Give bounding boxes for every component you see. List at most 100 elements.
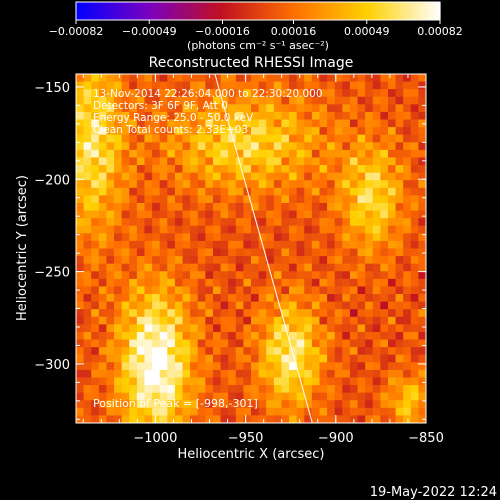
heatmap-cell — [380, 202, 389, 212]
heatmap-cell — [365, 407, 374, 416]
heatmap-cell — [319, 407, 328, 416]
heatmap-cell — [228, 400, 237, 409]
heatmap-cell — [372, 248, 381, 257]
colorbar-cell — [379, 2, 383, 20]
heatmap-cell — [319, 195, 328, 204]
heatmap-cell — [174, 172, 184, 181]
colorbar-cell — [300, 2, 305, 20]
heatmap-cell — [76, 218, 85, 227]
heatmap-cell — [357, 81, 366, 90]
heatmap-cell — [121, 385, 130, 394]
heatmap-cell — [129, 256, 138, 265]
heatmap-cell — [98, 362, 107, 371]
heatmap-cell — [395, 210, 404, 219]
heatmap-cell — [129, 301, 138, 310]
heatmap-cell — [129, 278, 138, 287]
heatmap-cell — [334, 89, 343, 98]
heatmap-cell — [136, 74, 145, 83]
heatmap-cell — [114, 111, 123, 121]
heatmap-cell — [258, 233, 267, 242]
heatmap-cell — [273, 407, 282, 416]
heatmap-cell — [319, 263, 328, 272]
heatmap-cell — [304, 81, 313, 90]
heatmap-cell — [144, 165, 153, 174]
heatmap-cell — [251, 263, 260, 272]
heatmap-cell — [235, 286, 244, 295]
heatmap-cell — [129, 392, 138, 401]
heatmap-cell — [136, 377, 145, 386]
heatmap-cell — [174, 180, 184, 189]
heatmap-cell — [357, 96, 366, 105]
heatmap-cell — [144, 74, 153, 83]
heatmap-cell — [174, 89, 184, 98]
heatmap-cell — [197, 104, 206, 113]
heatmap-cell — [205, 354, 214, 363]
heatmap-cell — [380, 74, 389, 83]
heatmap-cell — [387, 149, 397, 158]
heatmap-cell — [281, 354, 290, 363]
heatmap-cell — [190, 218, 199, 227]
heatmap-cell — [106, 415, 115, 424]
heatmap-cell — [372, 354, 381, 363]
heatmap-cell — [106, 195, 115, 204]
heatmap-cell — [311, 369, 320, 378]
heatmap-cell — [205, 240, 214, 249]
heatmap-cell — [136, 202, 145, 212]
heatmap-cell — [258, 225, 267, 234]
colorbar-tick-label: −0.00016 — [195, 25, 250, 38]
heatmap-cell — [83, 127, 92, 136]
heatmap-cell — [228, 278, 237, 287]
heatmap-cell — [342, 392, 351, 401]
heatmap-cell — [98, 278, 107, 287]
heatmap-cell — [174, 248, 184, 257]
heatmap-cell — [114, 104, 123, 113]
heatmap-cell — [235, 202, 244, 212]
heatmap-cell — [258, 354, 267, 363]
colorbar-cell — [170, 2, 174, 20]
heatmap-cell — [357, 301, 366, 310]
heatmap-cell — [357, 111, 366, 121]
heatmap-cell — [311, 195, 320, 204]
heatmap-cell — [220, 392, 229, 401]
heatmap-cell — [395, 377, 404, 386]
heatmap-cell — [106, 263, 115, 272]
heatmap-cell — [152, 369, 161, 378]
heatmap-cell — [220, 195, 229, 204]
heatmap-cell — [159, 369, 168, 378]
heatmap-cell — [311, 248, 320, 257]
heatmap-cell — [258, 316, 267, 325]
heatmap-cell — [98, 81, 107, 90]
heatmap-cell — [106, 74, 115, 83]
heatmap-cell — [76, 180, 85, 189]
heatmap-cell — [114, 149, 123, 158]
heatmap-cell — [114, 134, 123, 143]
heatmap-cell — [106, 324, 115, 333]
heatmap-cell — [243, 127, 252, 136]
heatmap-cell — [387, 324, 397, 333]
heatmap-cell — [212, 111, 222, 121]
heatmap-cell — [281, 149, 290, 158]
heatmap-cell — [83, 392, 92, 401]
colorbar-cell — [148, 2, 153, 20]
heatmap-cell — [258, 157, 267, 166]
heatmap-cell — [98, 225, 107, 234]
heatmap-cell — [129, 172, 138, 181]
heatmap-cell — [281, 165, 290, 174]
heatmap-cell — [159, 354, 168, 363]
heatmap-cell — [311, 89, 320, 98]
heatmap-cell — [205, 172, 214, 181]
heatmap-cell — [266, 165, 275, 174]
heatmap-cell — [311, 377, 320, 386]
heatmap-cell — [159, 362, 168, 371]
heatmap-cell — [395, 248, 404, 257]
heatmap-cell — [197, 187, 206, 196]
heatmap-cell — [159, 294, 168, 303]
heatmap-cell — [159, 149, 168, 158]
heatmap-cell — [304, 74, 313, 83]
heatmap-cell — [91, 331, 100, 341]
colorbar-cell — [321, 2, 326, 20]
colorbar-cell — [124, 2, 129, 20]
heatmap-cell — [220, 74, 229, 83]
heatmap-cell — [129, 331, 138, 341]
heatmap-cell — [357, 256, 366, 265]
